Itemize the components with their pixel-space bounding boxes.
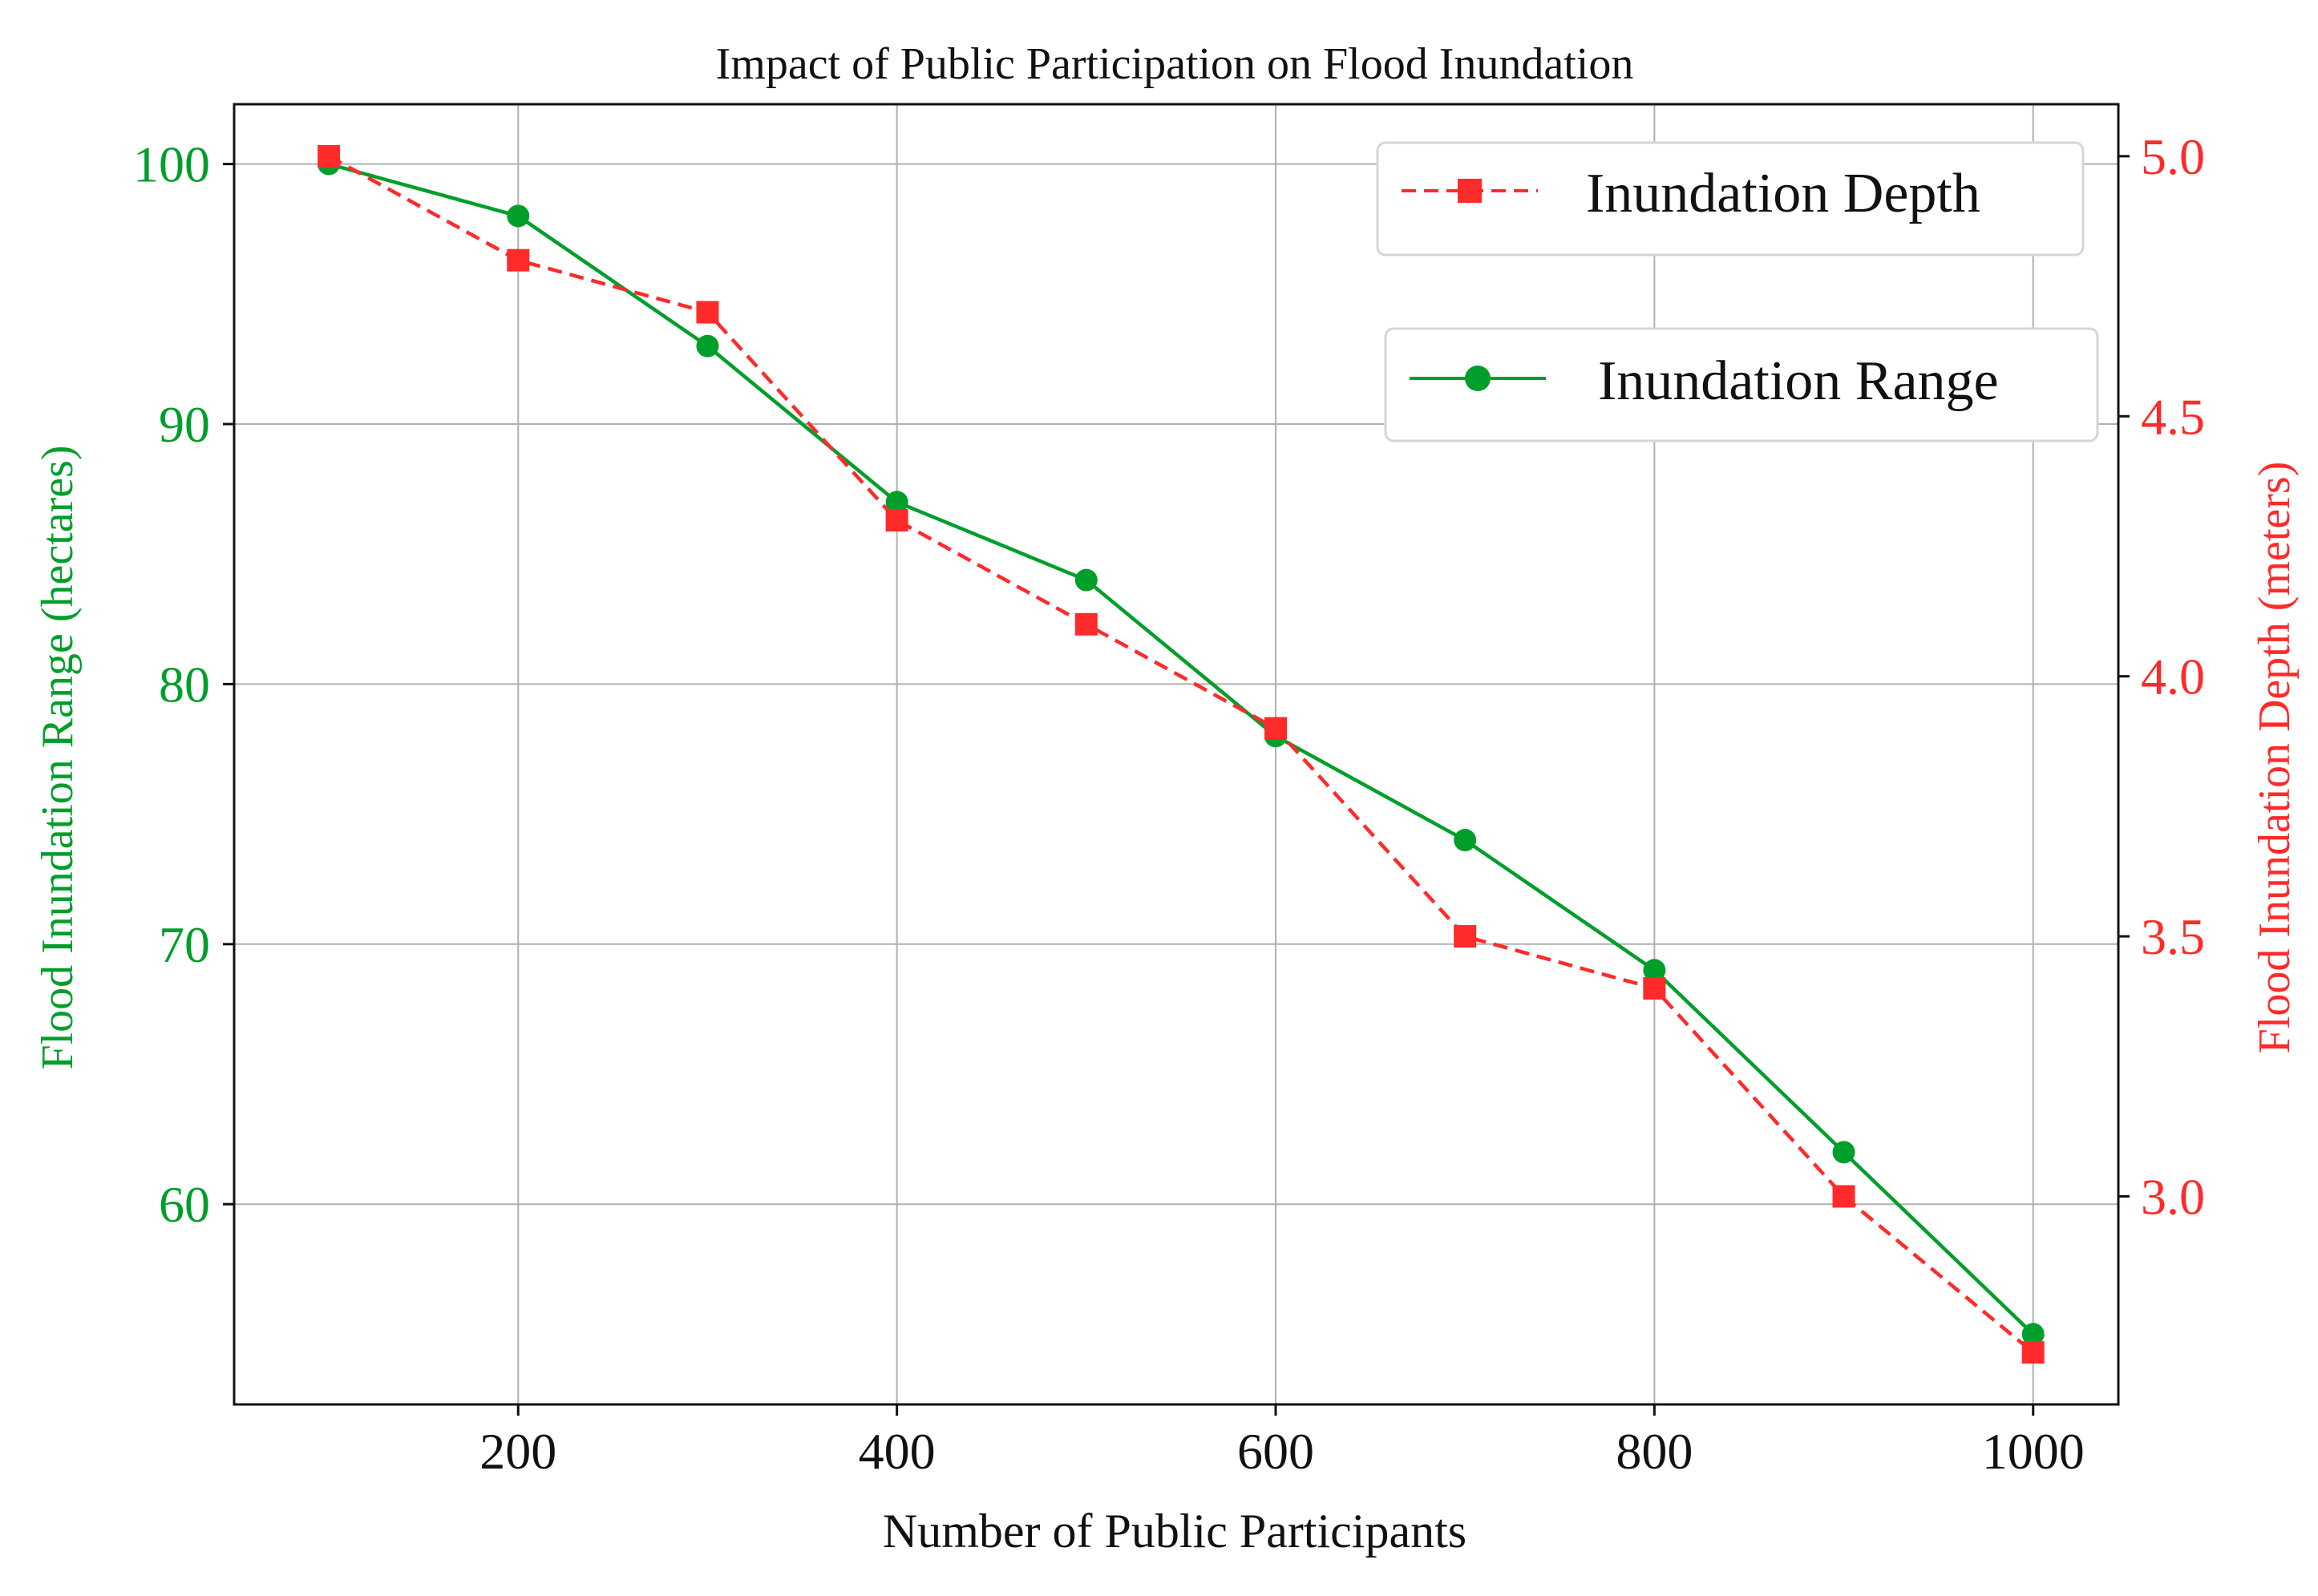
data-point <box>1264 717 1287 740</box>
data-point <box>318 144 341 168</box>
y-right-tick-label: 3.0 <box>2141 1168 2205 1225</box>
data-point <box>1454 925 1477 948</box>
data-point <box>696 301 719 324</box>
data-point <box>1454 829 1477 852</box>
data-point <box>885 509 908 532</box>
data-point <box>1832 1141 1855 1164</box>
x-axis-label: Number of Public Participants <box>883 1505 1466 1558</box>
x-tick-label: 600 <box>1237 1423 1314 1480</box>
data-point <box>2021 1341 2045 1364</box>
data-point <box>1074 612 1098 636</box>
legend-range-marker-swatch <box>1465 366 1491 391</box>
legend-range-box <box>1384 327 2099 442</box>
series-inundation-depth <box>318 144 2045 1364</box>
x-tick-label: 800 <box>1616 1423 1693 1480</box>
y-right-tick-label: 4.5 <box>2141 388 2205 445</box>
y-left-tick-label: 70 <box>159 916 210 973</box>
data-point <box>2021 1323 2045 1346</box>
data-point <box>1832 1185 1855 1208</box>
y-right-tick-label: 5.0 <box>2141 128 2205 185</box>
y-left-tick-label: 90 <box>159 396 210 453</box>
legend-range-label: Inundation Range <box>1598 350 1999 412</box>
data-point <box>1643 976 1666 1000</box>
series-line <box>328 154 2035 1354</box>
axis-layer: 200 400 600 800 1000 60 70 80 90 100 3.0 3.5 4.0 4.5 5… <box>133 128 2205 1480</box>
y-right-tick-label: 4.0 <box>2141 649 2205 705</box>
data-point <box>507 204 530 228</box>
legend-depth-marker-swatch <box>1458 179 1482 203</box>
chart-title: Impact of Public Participation on Flood … <box>716 39 1634 89</box>
series-layer <box>318 144 2045 1364</box>
data-point <box>1074 568 1098 592</box>
x-tick-label: 400 <box>859 1423 936 1480</box>
legend-inundation-depth: Inundation Depth <box>1376 141 2085 257</box>
y-right-tick-label: 3.5 <box>2141 908 2205 965</box>
legend-depth-label: Inundation Depth <box>1586 163 1980 224</box>
y-left-tick-label: 60 <box>159 1176 210 1233</box>
y-left-tick-label: 80 <box>159 656 210 713</box>
data-point <box>696 334 719 358</box>
data-point <box>507 248 530 272</box>
data-point <box>885 491 908 514</box>
y-left-axis-label: Flood Inundation Range (hectares) <box>33 445 83 1069</box>
series-line <box>328 162 2035 1336</box>
y-right-axis-label: Flood Inundation Depth (meters) <box>2250 462 2300 1054</box>
x-tick-label: 1000 <box>1982 1423 2085 1480</box>
y-left-tick-label: 100 <box>133 136 210 193</box>
plot-frame <box>233 103 2120 1406</box>
legend-depth-box <box>1376 141 2085 257</box>
legend-inundation-range: Inundation Range <box>1384 327 2099 442</box>
x-tick-label: 200 <box>479 1423 556 1480</box>
data-point <box>1643 959 1666 982</box>
